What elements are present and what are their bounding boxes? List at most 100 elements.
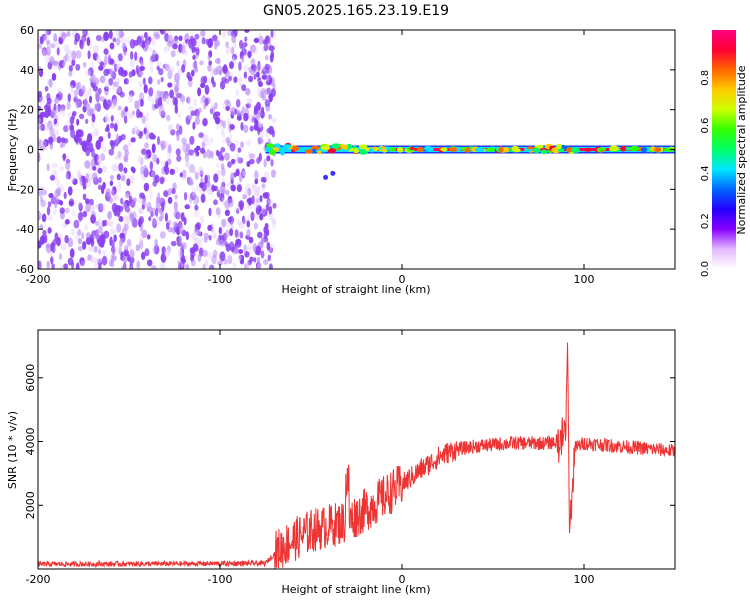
noise-point	[236, 205, 241, 212]
noise-point	[255, 186, 260, 196]
noise-point	[167, 196, 173, 204]
noise-point	[70, 128, 76, 139]
noise-point	[86, 37, 91, 47]
noise-point	[162, 93, 167, 103]
noise-point	[258, 205, 262, 213]
noise-point	[187, 75, 193, 82]
noise-point	[49, 43, 56, 49]
noise-point	[39, 224, 44, 230]
noise-point	[151, 152, 155, 162]
noise-point	[250, 64, 255, 70]
noise-point	[129, 175, 135, 184]
noise-point	[60, 243, 67, 251]
y-tick-label: 20	[20, 104, 34, 117]
noise-point	[46, 46, 51, 56]
noise-point	[227, 216, 233, 223]
noise-point	[63, 125, 69, 133]
noise-point	[176, 155, 182, 162]
noise-point	[234, 230, 241, 238]
noise-point	[185, 231, 189, 241]
noise-point	[75, 82, 80, 90]
noise-point	[95, 140, 102, 150]
noise-point	[152, 217, 156, 226]
noise-point	[261, 106, 265, 114]
noise-point	[153, 31, 159, 38]
noise-point	[100, 234, 104, 244]
signal-blob	[304, 149, 313, 154]
noise-point	[248, 114, 254, 124]
y-tick-label: -20	[16, 183, 34, 196]
noise-point	[53, 208, 57, 216]
noise-point	[116, 57, 120, 67]
noise-point	[216, 189, 220, 198]
noise-point	[53, 59, 58, 70]
noise-point	[46, 39, 51, 46]
noise-point	[189, 195, 193, 203]
noise-point	[263, 259, 269, 265]
noise-point	[50, 109, 54, 117]
snr-y-ticks: 2000 4000 6000	[24, 364, 675, 519]
noise-point	[101, 255, 108, 266]
noise-point	[98, 264, 102, 269]
noise-point	[54, 129, 60, 136]
noise-point	[208, 235, 212, 241]
noise-point	[229, 142, 236, 152]
noise-point	[163, 165, 168, 173]
noise-point	[172, 38, 179, 45]
noise-point	[38, 123, 43, 131]
noise-point	[156, 60, 162, 68]
noise-point	[164, 249, 170, 258]
noise-point	[156, 79, 161, 85]
noise-point	[234, 108, 238, 115]
noise-point	[144, 31, 148, 39]
noise-point	[112, 81, 119, 87]
noise-point	[193, 199, 198, 206]
noise-point	[124, 149, 130, 157]
noise-point	[170, 129, 176, 136]
noise-point	[141, 229, 148, 239]
noise-point	[87, 254, 92, 261]
noise-point	[257, 231, 263, 239]
signal-blob	[424, 146, 432, 151]
noise-point	[126, 178, 131, 187]
noise-point	[103, 48, 109, 55]
noise-point	[79, 137, 83, 146]
noise-point	[151, 97, 155, 107]
noise-point	[113, 234, 117, 242]
noise-point	[95, 230, 100, 240]
noise-point	[246, 140, 252, 146]
noise-point	[159, 262, 164, 269]
y-tick-label: 6000	[24, 364, 37, 392]
noise-point	[210, 136, 214, 144]
noise-point	[128, 71, 133, 78]
noise-point	[193, 98, 197, 109]
noise-point	[89, 204, 95, 214]
noise-point	[237, 254, 242, 262]
noise-point	[272, 83, 276, 90]
noise-point	[195, 145, 201, 151]
noise-point	[204, 174, 208, 184]
noise-point	[200, 76, 206, 85]
noise-point	[246, 243, 253, 254]
noise-point	[45, 30, 49, 38]
noise-point	[84, 160, 91, 169]
noise-point	[130, 50, 134, 60]
noise-point	[227, 254, 233, 265]
signal-blob	[596, 147, 602, 153]
noise-point	[171, 188, 176, 195]
noise-point	[152, 180, 157, 187]
noise-point	[200, 82, 206, 88]
noise-point	[104, 86, 109, 92]
noise-point	[123, 249, 129, 257]
noise-point	[244, 186, 248, 197]
noise-point	[221, 177, 225, 186]
noise-point	[224, 78, 230, 84]
noise-point	[148, 216, 152, 222]
noise-point	[216, 169, 222, 176]
signal-blob	[608, 145, 619, 152]
noise-point	[55, 177, 61, 187]
noise-point	[93, 262, 99, 269]
noise-point	[56, 237, 61, 247]
noise-point	[41, 47, 48, 56]
signal-blob	[269, 149, 276, 156]
